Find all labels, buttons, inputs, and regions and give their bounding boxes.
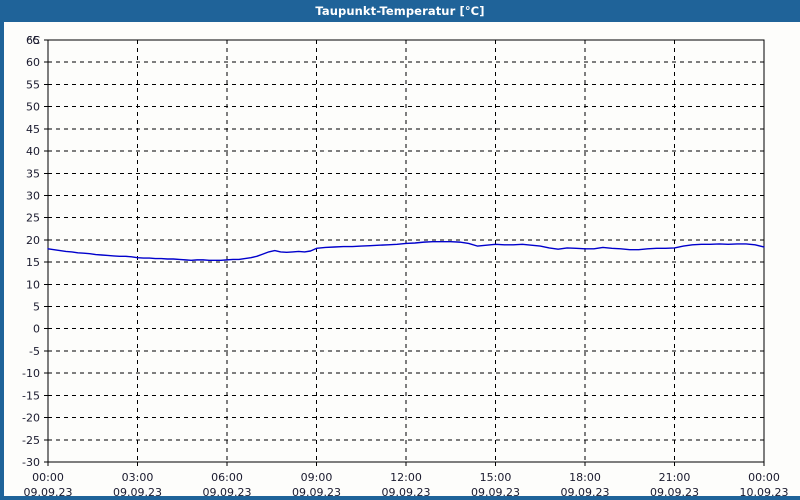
x-axis-tick-label-date: 09.09.23 [203, 486, 252, 496]
y-axis-tick-label: 65 [26, 34, 40, 47]
y-axis-tick-label: 40 [26, 145, 40, 158]
x-axis-tick-label-time: 00:00 [32, 471, 64, 484]
chart-plot-container: 65 60 55 50 45 40 35 30 25 20 15 10 5 0 -5 -10 -15 -20 -25… [4, 22, 800, 496]
dewpoint-temperature-line-chart: 65605550454035302520151050-5-10-15-20-25… [22, 34, 789, 496]
y-axis-unit-label: °C [27, 34, 41, 47]
x-axis-tick-label-time: 15:00 [480, 471, 512, 484]
y-axis-tick-label: 15 [26, 256, 40, 269]
y-axis-tick-label: 60 [26, 56, 40, 69]
y-axis-tick-label: -5 [29, 345, 40, 358]
x-axis-tick-label-date: 09.09.23 [113, 486, 162, 496]
x-axis-tick-label-date: 09.09.23 [24, 486, 73, 496]
y-axis-tick-label: 50 [26, 101, 40, 114]
x-axis-tick-label-date: 09.09.23 [561, 486, 610, 496]
data-series-layer [47, 240, 765, 262]
series-line-taupunkt-temperatur [47, 240, 765, 262]
x-axis-tick-label-time: 12:00 [390, 471, 422, 484]
y-axis-tick-label: 55 [26, 78, 40, 91]
y-axis-tick-label: 20 [26, 234, 40, 247]
grid-lines [48, 39, 764, 462]
y-axis-tick-label: 35 [26, 167, 40, 180]
window-title-bar: Taupunkt-Temperatur [°C] [0, 0, 800, 22]
y-axis-tick-label: 25 [26, 212, 40, 225]
y-axis-unit-label: °C [27, 34, 41, 47]
y-axis-tick-label: -25 [22, 434, 40, 447]
y-axis-tick-label: 30 [26, 189, 40, 202]
x-axis-tick-label-date: 10.09.23 [740, 486, 789, 496]
y-axis-tick-label: -15 [22, 389, 40, 402]
x-axis-tick-label-date: 09.09.23 [382, 486, 431, 496]
x-axis-tick-label-time: 00:00 [748, 471, 780, 484]
page-title: Taupunkt-Temperatur [°C] [315, 4, 485, 18]
y-axis-tick-label: 45 [26, 123, 40, 136]
x-axis-tick-labels: 00:00 09.09.23 03:00 09.09.23 06:00 09.09.23 0… [24, 471, 789, 496]
x-axis-tick-label-date: 09.09.23 [650, 486, 699, 496]
y-axis-tick-label: -10 [22, 367, 40, 380]
x-axis-tick-label-time: 18:00 [569, 471, 601, 484]
x-axis-tick-label-date: 09.09.23 [471, 486, 520, 496]
y-axis-tick-label: -20 [22, 412, 40, 425]
axis-frame [44, 39, 765, 466]
y-axis-tick-label: 0 [33, 323, 40, 336]
x-axis-tick-label-time: 21:00 [659, 471, 691, 484]
y-axis-tick-label: -30 [22, 456, 40, 469]
y-axis-tick-labels: 65605550454035302520151050-5-10-15-20-25… [22, 34, 40, 469]
y-axis-tick-label: 5 [33, 301, 40, 314]
y-axis-tick-label: 10 [26, 278, 40, 291]
x-axis-tick-label-time: 09:00 [301, 471, 333, 484]
x-axis-tick-label-time: 03:00 [122, 471, 154, 484]
x-axis-tick-label-date: 09.09.23 [292, 486, 341, 496]
x-axis-tick-label-time: 06:00 [211, 471, 243, 484]
